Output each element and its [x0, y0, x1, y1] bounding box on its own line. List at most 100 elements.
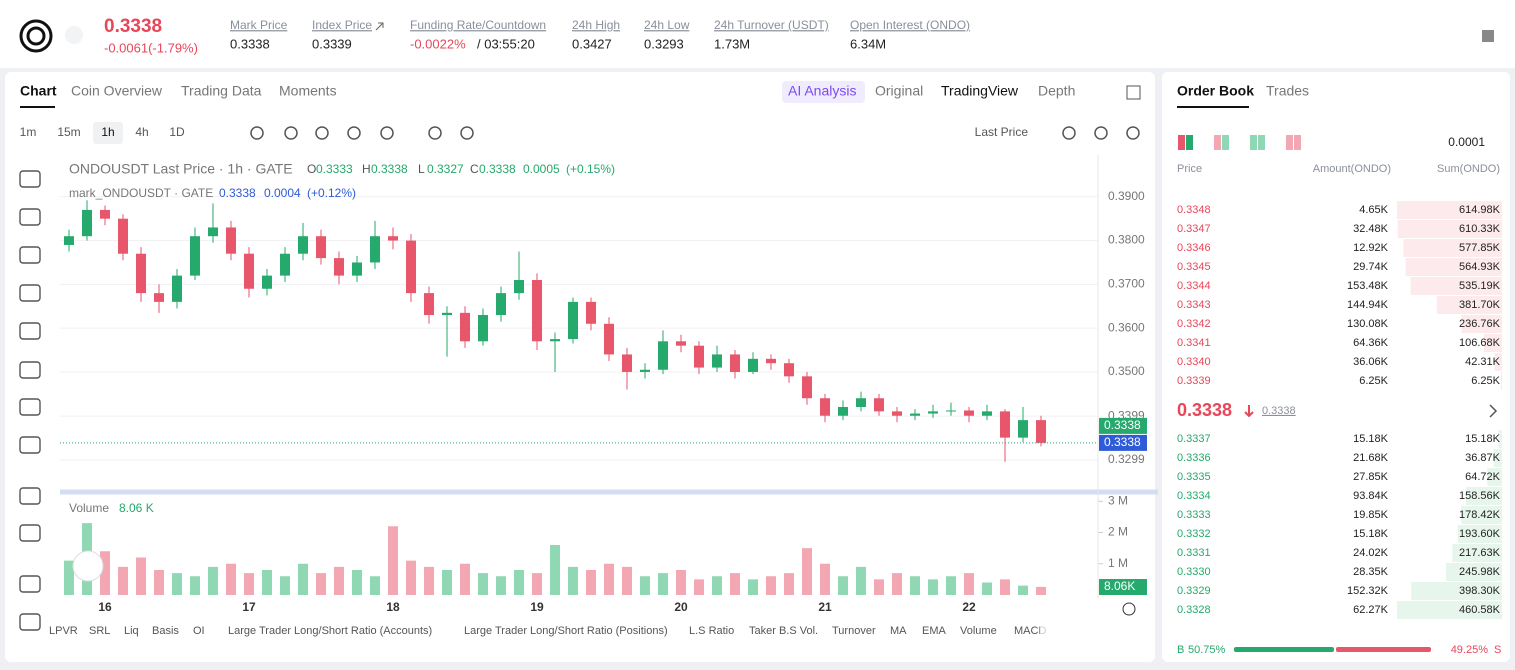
tab[interactable]: Trading Data: [181, 83, 262, 99]
drawing-tool[interactable]: [19, 284, 41, 302]
book-price[interactable]: 0.3342: [1177, 318, 1211, 330]
drawing-tool[interactable]: [19, 398, 41, 416]
indicator[interactable]: OI: [193, 625, 205, 637]
book-price[interactable]: 0.3344: [1177, 280, 1211, 292]
toolbar-icon[interactable]: [1126, 126, 1140, 140]
view-tab[interactable]: TradingView: [941, 83, 1019, 99]
book-view-icon[interactable]: [1286, 135, 1293, 150]
indicator[interactable]: SRL: [89, 625, 110, 637]
book-view-icon[interactable]: [1214, 135, 1221, 150]
tab[interactable]: Coin Overview: [71, 83, 163, 99]
book-price[interactable]: 0.3329: [1177, 585, 1211, 597]
drawing-tool[interactable]: [19, 208, 41, 226]
view-tab[interactable]: AI Analysis: [788, 83, 856, 99]
interval[interactable]: 4h: [135, 125, 148, 139]
book-price[interactable]: 0.3330: [1177, 566, 1211, 578]
toolbar-icon[interactable]: [380, 126, 394, 140]
candle-body: [388, 236, 398, 241]
indicator[interactable]: Taker B.S Vol.: [749, 625, 818, 637]
settings-icon[interactable]: [1122, 602, 1136, 616]
depth-bar: [1445, 563, 1502, 581]
candle-body: [658, 341, 668, 370]
drawing-tool[interactable]: [19, 170, 41, 188]
indicator[interactable]: MACD: [1014, 625, 1046, 637]
drawing-tool[interactable]: [19, 524, 41, 542]
toolbar-icon[interactable]: [428, 126, 442, 140]
book-view-icon[interactable]: [1178, 135, 1185, 150]
book-view-icon[interactable]: [1222, 135, 1229, 150]
toolbar-icon[interactable]: [347, 126, 361, 140]
view-tab[interactable]: Original: [875, 83, 923, 99]
favorite-button[interactable]: [65, 26, 83, 44]
book-view-icon[interactable]: [1186, 135, 1193, 150]
indicator[interactable]: EMA: [922, 625, 947, 637]
book-price[interactable]: 0.3348: [1177, 204, 1211, 216]
book-price[interactable]: 0.3345: [1177, 261, 1211, 273]
volume-bar: [640, 576, 650, 595]
candle-body: [100, 209, 110, 219]
view-tab[interactable]: Depth: [1038, 83, 1075, 99]
candle-body: [712, 354, 722, 368]
book-price[interactable]: 0.3334: [1177, 490, 1211, 502]
indicator[interactable]: LPVR: [49, 625, 78, 637]
book-price[interactable]: 0.3337: [1177, 433, 1211, 445]
book-price[interactable]: 0.3335: [1177, 471, 1211, 483]
chevron[interactable]: [1489, 404, 1498, 418]
interval[interactable]: 1m: [20, 125, 37, 139]
mid-price: 0.3338: [1177, 400, 1232, 420]
interval[interactable]: 15m: [57, 125, 80, 139]
toolbar-icon[interactable]: [460, 126, 474, 140]
menu-icon[interactable]: [1482, 30, 1494, 42]
indicator[interactable]: Turnover: [832, 625, 876, 637]
candle-body: [604, 323, 614, 355]
tab[interactable]: Moments: [279, 83, 337, 99]
book-price[interactable]: 0.3347: [1177, 223, 1211, 235]
book-price[interactable]: 0.3336: [1177, 452, 1211, 464]
indicator[interactable]: Large Trader Long/Short Ratio (Accounts): [228, 625, 432, 637]
tab[interactable]: Chart: [20, 83, 57, 99]
book-price[interactable]: 0.3341: [1177, 337, 1211, 349]
indicator[interactable]: Large Trader Long/Short Ratio (Positions…: [464, 625, 668, 637]
book-view-icon[interactable]: [1250, 135, 1257, 150]
interval[interactable]: 1D: [169, 125, 185, 139]
volume-bar: [982, 582, 992, 595]
toolbar-icon[interactable]: [315, 126, 329, 140]
drawing-tool[interactable]: [19, 322, 41, 340]
interval[interactable]: 1h: [101, 125, 114, 139]
book-price[interactable]: 0.3328: [1177, 604, 1211, 616]
book-price[interactable]: 0.3331: [1177, 547, 1211, 559]
book-price[interactable]: 0.3340: [1177, 356, 1211, 368]
candle-body: [352, 262, 362, 276]
book-price[interactable]: 0.3333: [1177, 509, 1211, 521]
volume-bar: [442, 570, 452, 595]
toolbar-icon[interactable]: [1062, 126, 1076, 140]
indicator[interactable]: L.S Ratio: [689, 625, 734, 637]
indicator[interactable]: Basis: [152, 625, 179, 637]
book-price[interactable]: 0.3346: [1177, 242, 1211, 254]
drawing-tool[interactable]: [19, 487, 41, 505]
book-price[interactable]: 0.3343: [1177, 299, 1211, 311]
indicator[interactable]: Volume: [960, 625, 997, 637]
drawing-tool[interactable]: [19, 575, 41, 593]
drawing-tool[interactable]: [19, 436, 41, 454]
toolbar-icon[interactable]: [250, 126, 264, 140]
book-price[interactable]: 0.3332: [1177, 528, 1211, 540]
indicator[interactable]: MA: [890, 625, 907, 637]
candle-body: [838, 406, 848, 416]
drawing-tool[interactable]: [19, 361, 41, 379]
toolbar-icon[interactable]: [1094, 126, 1108, 140]
book-tab[interactable]: Trades: [1266, 83, 1309, 99]
maximize[interactable]: [1126, 85, 1141, 100]
precision[interactable]: 0.0001: [1448, 135, 1485, 149]
toolbar-icon[interactable]: [284, 126, 298, 140]
book-view-icon[interactable]: [1294, 135, 1301, 150]
drawing-tool[interactable]: [19, 246, 41, 264]
legend-value: 0.3338: [479, 162, 516, 176]
drawing-tool[interactable]: [19, 613, 41, 631]
indicator[interactable]: Liq: [124, 625, 139, 637]
book-tab[interactable]: Order Book: [1177, 83, 1254, 99]
logo[interactable]: [19, 19, 53, 53]
book-price[interactable]: 0.3339: [1177, 375, 1211, 387]
price-type[interactable]: Last Price: [975, 125, 1029, 139]
book-view-icon[interactable]: [1258, 135, 1265, 150]
